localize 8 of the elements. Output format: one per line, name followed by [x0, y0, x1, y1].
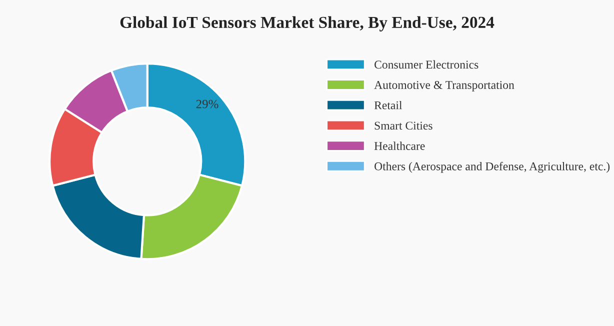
legend-label: Healthcare [374, 142, 425, 150]
legend-label: Retail [374, 100, 402, 110]
legend-label: Automotive & Transportation [374, 80, 514, 92]
legend-label: Consumer Electronics [374, 60, 478, 69]
legend-label: Smart Cities [374, 122, 432, 130]
chart-title: Global IoT Sensors Market Share, By End-Use, 2024 [120, 16, 494, 32]
data-label: 29% [196, 100, 218, 108]
legend-label: Others (Aerospace and Defense, Agriculture, etc.) [374, 162, 610, 173]
